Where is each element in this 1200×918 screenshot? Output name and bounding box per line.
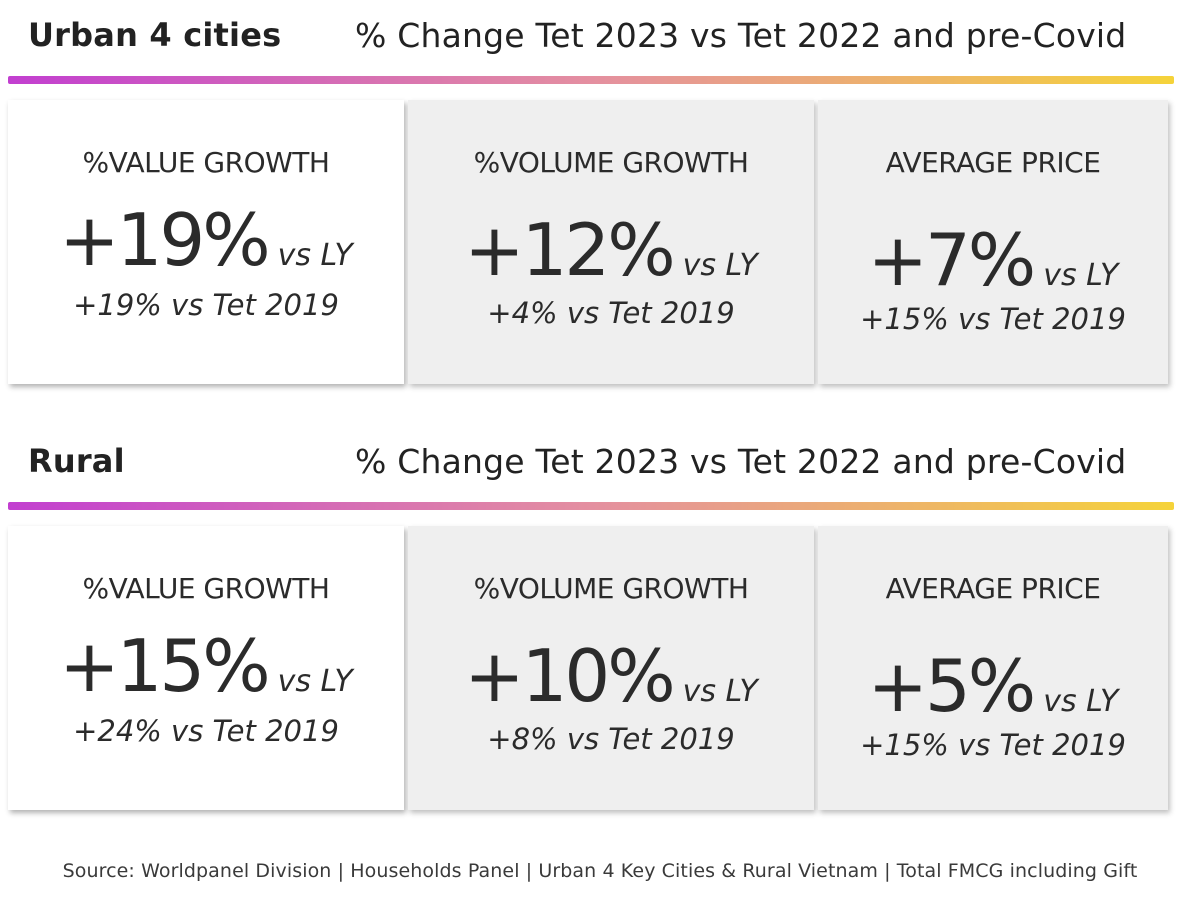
metric-value: +12% xyxy=(464,208,675,292)
metric-main-line: +5% vs LY xyxy=(818,644,1168,728)
metric-label: %VOLUME GROWTH xyxy=(473,146,749,179)
metric-main-line: +7% vs LY xyxy=(818,218,1168,302)
metric-vs-2019: +15% vs Tet 2019 xyxy=(860,728,1126,762)
metric-main-line: +19% vs LY xyxy=(8,198,404,282)
metric-value: +19% xyxy=(59,198,270,282)
metric-main-line: +15% vs LY xyxy=(8,624,404,708)
metric-vs-2019: +24% vs Tet 2019 xyxy=(73,714,339,748)
average-price-card: AVERAGE PRICE +5% vs LY +15% vs Tet 2019 xyxy=(818,526,1168,810)
gradient-divider xyxy=(8,502,1174,510)
volume-growth-card: %VOLUME GROWTH +10% vs LY +8% vs Tet 2019 xyxy=(408,526,814,810)
metric-vs-ly: vs LY xyxy=(1043,258,1119,293)
metric-vs-ly: vs LY xyxy=(1043,684,1119,719)
metric-label: AVERAGE PRICE xyxy=(885,146,1101,179)
metric-vs-ly: vs LY xyxy=(682,674,758,709)
metric-value: +10% xyxy=(464,634,675,718)
average-price-card: AVERAGE PRICE +7% vs LY +15% vs Tet 2019 xyxy=(818,100,1168,384)
metric-label: AVERAGE PRICE xyxy=(885,572,1101,605)
metric-vs-2019: +4% vs Tet 2019 xyxy=(487,296,735,330)
gradient-divider xyxy=(8,76,1174,84)
metric-value: +5% xyxy=(867,644,1037,728)
metric-vs-2019: +15% vs Tet 2019 xyxy=(860,302,1126,336)
value-growth-card: %VALUE GROWTH +15% vs LY +24% vs Tet 2019 xyxy=(8,526,404,810)
volume-growth-card: %VOLUME GROWTH +12% vs LY +4% vs Tet 2019 xyxy=(408,100,814,384)
section-subtitle: % Change Tet 2023 vs Tet 2022 and pre-Co… xyxy=(355,442,1127,481)
metric-main-line: +10% vs LY xyxy=(408,634,814,718)
metric-value: +7% xyxy=(867,218,1037,302)
source-footnote: Source: Worldpanel Division | Households… xyxy=(62,860,1138,882)
region-title: Rural xyxy=(28,442,125,480)
metric-label: %VOLUME GROWTH xyxy=(473,572,749,605)
metric-label: %VALUE GROWTH xyxy=(82,146,330,179)
metric-vs-ly: vs LY xyxy=(277,238,353,273)
metric-vs-2019: +8% vs Tet 2019 xyxy=(487,722,735,756)
region-title: Urban 4 cities xyxy=(28,16,282,54)
metric-vs-ly: vs LY xyxy=(277,664,353,699)
metric-label: %VALUE GROWTH xyxy=(82,572,330,605)
section-subtitle: % Change Tet 2023 vs Tet 2022 and pre-Co… xyxy=(355,16,1127,55)
value-growth-card: %VALUE GROWTH +19% vs LY +19% vs Tet 2019 xyxy=(8,100,404,384)
metric-main-line: +12% vs LY xyxy=(408,208,814,292)
metric-value: +15% xyxy=(59,624,270,708)
metric-vs-ly: vs LY xyxy=(682,248,758,283)
metric-vs-2019: +19% vs Tet 2019 xyxy=(73,288,339,322)
